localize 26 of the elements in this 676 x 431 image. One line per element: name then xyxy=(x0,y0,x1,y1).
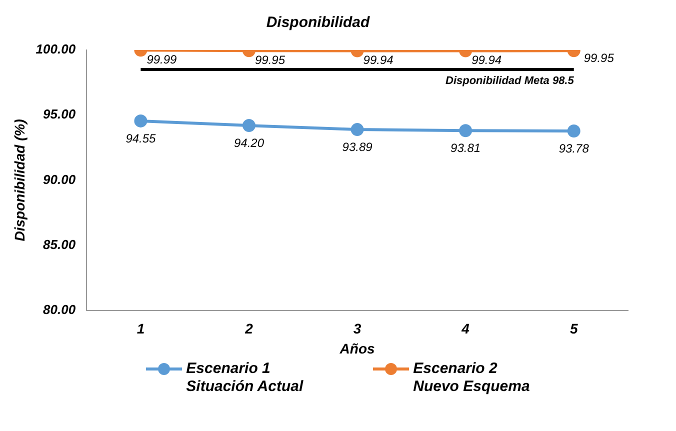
data-label: 99.95 xyxy=(254,52,286,67)
x-tick-label: 3 xyxy=(353,320,362,337)
data-label: 93.89 xyxy=(342,140,373,154)
data-label: 99.94 xyxy=(472,53,502,68)
data-label: 99.94 xyxy=(363,53,394,68)
legend-label: Escenario 2 Nuevo Esquema xyxy=(413,360,530,396)
data-label: 93.81 xyxy=(450,140,481,155)
data-label: 99.95 xyxy=(584,50,614,65)
y-tick-label: 100.00 xyxy=(36,42,76,57)
x-axis-title: Años xyxy=(338,340,375,356)
legend-label: Escenario 1 Situación Actual xyxy=(186,360,304,396)
x-tick-label: 1 xyxy=(136,320,145,337)
ref-line-label: Disponibilidad Meta 98.5 xyxy=(445,75,575,88)
y-tick-label: 95.00 xyxy=(43,106,76,122)
x-tick-label: 5 xyxy=(570,320,578,337)
y-tick-label: 80.00 xyxy=(43,302,76,317)
chart-title: Disponibilidad xyxy=(266,14,370,32)
data-label: 93.78 xyxy=(558,141,590,156)
y-tick-label: 90.00 xyxy=(43,172,76,187)
data-label: 94.20 xyxy=(234,136,264,150)
x-tick-label: 2 xyxy=(244,320,254,337)
x-tick-label: 4 xyxy=(460,320,470,337)
data-label: 99.99 xyxy=(146,52,178,66)
y-tick-label: 85.00 xyxy=(43,236,76,252)
y-axis-title: Disponibilidad (%) xyxy=(11,118,28,242)
data-label: 94.55 xyxy=(126,131,156,146)
